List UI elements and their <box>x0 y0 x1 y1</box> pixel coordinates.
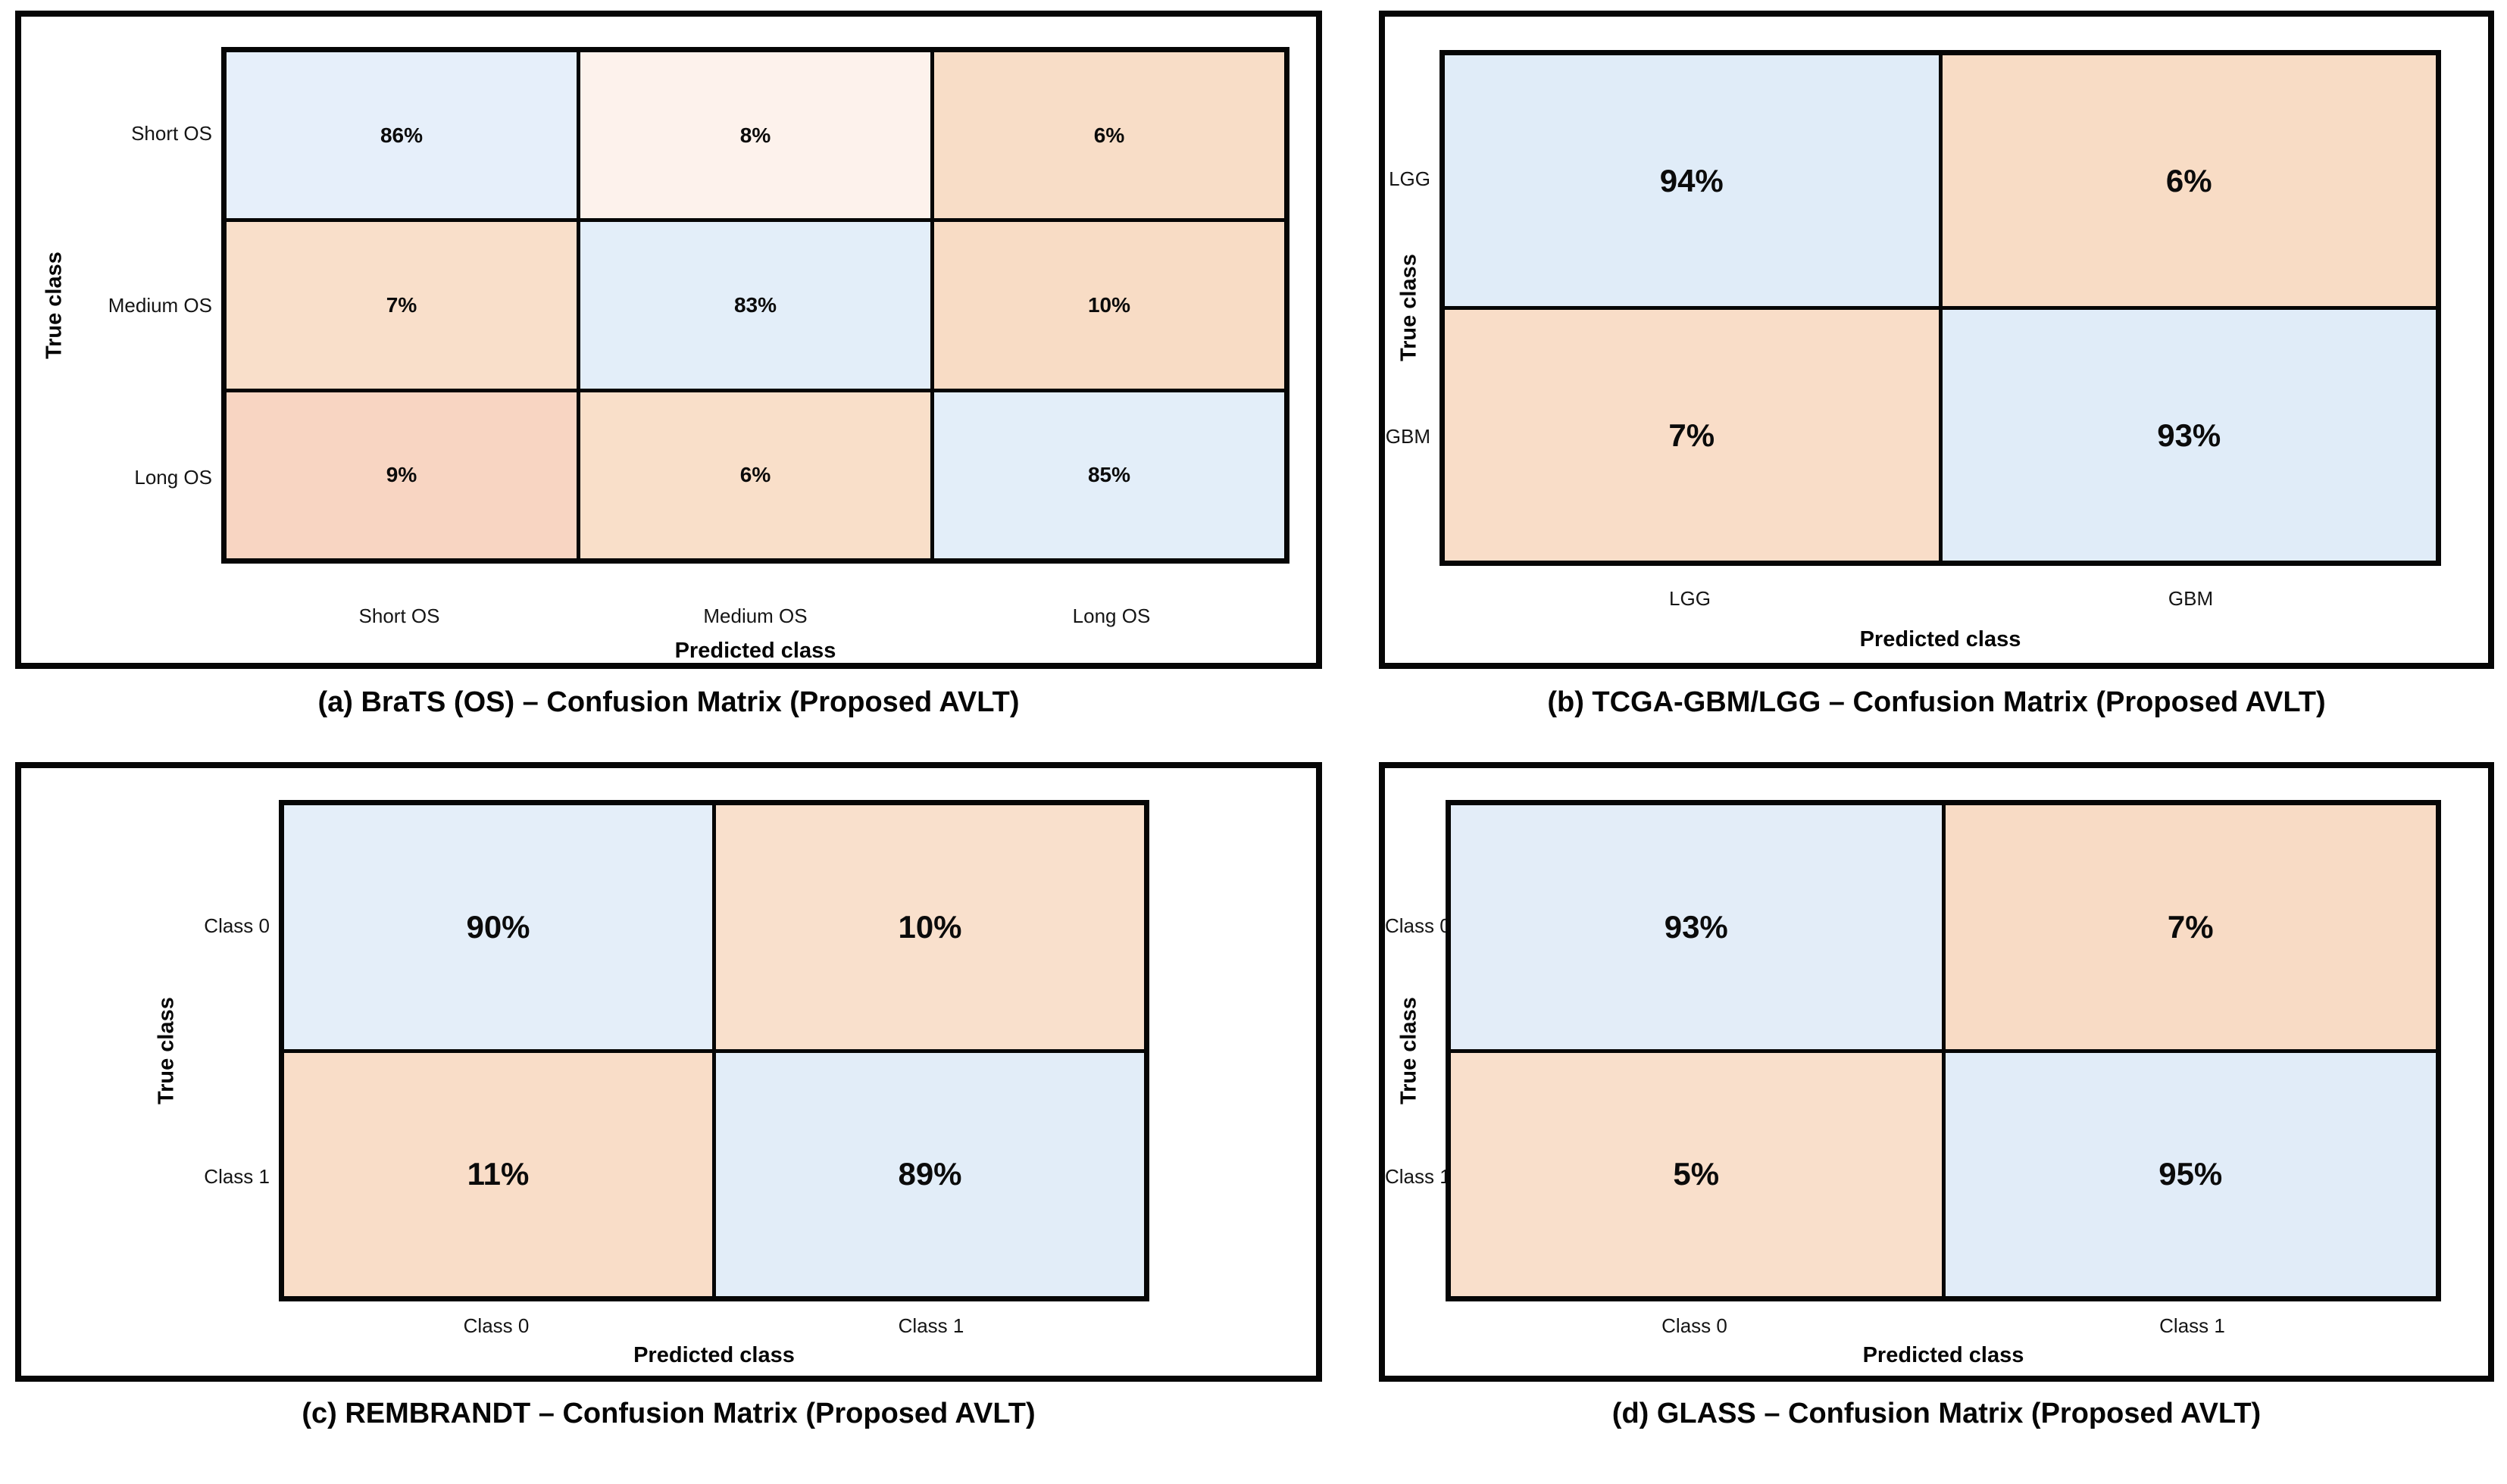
y-tick-medium-os: Medium OS <box>108 294 212 317</box>
matrix-cell-r2c0: 9% <box>227 392 577 558</box>
caption-panel-a: (a) BraTS (OS) – Confusion Matrix (Propo… <box>317 686 1020 718</box>
y-tick-class-0: Class 0 <box>1385 914 1451 937</box>
x-tick-long-os: Long OS <box>1072 605 1151 627</box>
confusion-matrix-rembrandt: 90% 10% 11% 89% <box>279 800 1149 1301</box>
y-tick-class-1: Class 1 <box>1385 1165 1451 1188</box>
matrix-cell-r1c1: 83% <box>580 222 930 389</box>
y-tick-gbm: GBM <box>1385 425 1430 448</box>
y-tick-class-0: Class 0 <box>204 914 270 937</box>
y-tick-lgg: LGG <box>1389 167 1430 190</box>
x-axis-label: Predicted class <box>674 639 836 663</box>
x-tick-class-1: Class 1 <box>2159 1314 2225 1337</box>
matrix-cell-r1c1: 93% <box>1942 310 2436 561</box>
x-tick-gbm: GBM <box>2168 587 2214 610</box>
matrix-cell-r0c0: 93% <box>1451 805 1942 1049</box>
caption-panel-b: (b) TCGA-GBM/LGG – Confusion Matrix (Pro… <box>1547 686 2326 718</box>
panel-rembrandt: True class Class 0 Class 1 90% 10% 11% 8… <box>15 762 1322 1382</box>
y-tick-class-1: Class 1 <box>204 1165 270 1188</box>
matrix-cell-r0c1: 7% <box>1945 805 2436 1049</box>
x-tick-lgg: LGG <box>1669 587 1711 610</box>
matrix-cell-r0c0: 90% <box>284 805 712 1049</box>
x-tick-short-os: Short OS <box>358 605 440 627</box>
matrix-cell-r1c1: 89% <box>716 1052 1144 1296</box>
panel-tcga-gbm-lgg: True class LGG GBM 94% 6% 7% 93% LGG GBM… <box>1379 11 2494 669</box>
panel-glass: True class Class 0 Class 1 93% 7% 5% 95%… <box>1379 762 2494 1382</box>
x-tick-medium-os: Medium OS <box>703 605 808 627</box>
matrix-cell-r0c0: 94% <box>1445 55 1939 306</box>
matrix-cell-r0c2: 6% <box>934 52 1284 219</box>
x-tick-class-0: Class 0 <box>463 1314 530 1337</box>
x-tick-class-0: Class 0 <box>1661 1314 1727 1337</box>
matrix-cell-r1c1: 95% <box>1945 1052 2436 1296</box>
caption-panel-c: (c) REMBRANDT – Confusion Matrix (Propos… <box>302 1398 1036 1429</box>
matrix-cell-r1c0: 11% <box>284 1052 712 1296</box>
x-axis-label: Predicted class <box>1862 1343 2024 1367</box>
matrix-cell-r0c1: 8% <box>580 52 930 219</box>
y-tick-short-os: Short OS <box>131 122 212 145</box>
x-axis-label: Predicted class <box>1859 627 2021 651</box>
y-tick-long-os: Long OS <box>134 466 212 489</box>
matrix-cell-r1c0: 7% <box>1445 310 1939 561</box>
x-axis-label: Predicted class <box>633 1343 795 1367</box>
matrix-cell-r2c2: 85% <box>934 392 1284 558</box>
confusion-matrix-glass: 93% 7% 5% 95% <box>1446 800 2441 1301</box>
matrix-cell-r1c0: 5% <box>1451 1052 1942 1296</box>
y-axis-label: True class <box>154 997 179 1104</box>
y-axis-label: True class <box>1396 997 1421 1104</box>
matrix-cell-r0c1: 10% <box>716 805 1144 1049</box>
confusion-matrix-tcga: 94% 6% 7% 93% <box>1439 50 2441 566</box>
caption-panel-d: (d) GLASS – Confusion Matrix (Proposed A… <box>1611 1398 2262 1429</box>
x-tick-class-1: Class 1 <box>898 1314 964 1337</box>
matrix-cell-r1c0: 7% <box>227 222 577 389</box>
matrix-cell-r2c1: 6% <box>580 392 930 558</box>
panel-brats-os: True class Short OS Medium OS Long OS 86… <box>15 11 1322 669</box>
confusion-matrix-brats: 86% 8% 6% 7% 83% 10% 9% 6% 85% <box>221 47 1289 564</box>
matrix-cell-r1c2: 10% <box>934 222 1284 389</box>
y-axis-label: True class <box>1396 254 1421 362</box>
matrix-cell-r0c1: 6% <box>1942 55 2436 306</box>
matrix-cell-r0c0: 86% <box>227 52 577 219</box>
